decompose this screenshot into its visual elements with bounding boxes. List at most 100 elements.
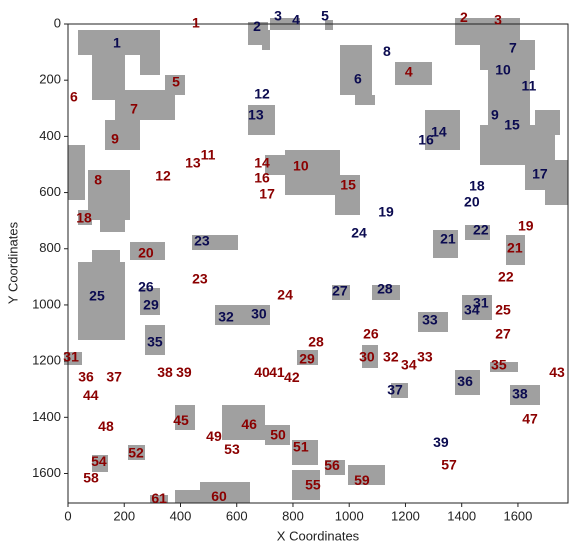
point-label: 25 [89,287,105,303]
point-label: 56 [324,457,340,473]
point-label: 27 [495,325,511,341]
point-label: 13 [185,155,201,171]
obstacles [64,18,568,503]
point-label: 17 [532,166,548,182]
point-label: 26 [363,325,379,341]
point-label: 15 [504,117,520,133]
point-label: 3 [494,12,502,28]
x-tick-label: 800 [282,508,304,523]
point-label: 30 [251,305,267,321]
point-label: 58 [83,469,99,485]
point-label: 38 [512,385,528,401]
point-label: 51 [293,438,309,454]
point-label: 5 [321,8,329,24]
x-tick-label: 1000 [335,508,364,523]
point-label: 27 [332,282,348,298]
point-label: 1 [192,15,200,31]
point-label: 54 [91,453,107,469]
x-tick-label: 0 [64,508,71,523]
point-label: 18 [469,178,485,194]
point-label: 29 [143,296,159,312]
x-tick-label: 1600 [503,508,532,523]
point-label: 16 [418,132,434,148]
point-label: 31 [473,295,489,311]
y-tick-label: 400 [39,128,61,143]
point-label: 35 [147,333,163,349]
point-label: 37 [106,368,122,384]
point-label: 11 [522,78,537,94]
point-label: 32 [383,348,399,364]
point-label: 39 [433,434,449,450]
point-label: 34 [401,356,417,372]
y-tick-label: 200 [39,72,61,87]
point-label: 40 [254,364,270,380]
point-label: 45 [173,412,189,428]
point-label: 14 [431,124,447,140]
point-label: 16 [254,170,270,186]
point-label: 61 [151,490,167,506]
y-tick-label: 1200 [32,353,61,368]
point-label: 49 [206,428,222,444]
point-label: 37 [387,381,403,397]
point-label: 57 [441,456,457,472]
point-label: 13 [248,107,264,123]
point-label: 24 [351,225,367,241]
point-label: 28 [308,333,324,349]
point-label: 7 [130,101,138,117]
point-label: 44 [83,387,99,403]
point-label: 24 [277,286,293,302]
point-label: 34 [464,301,480,317]
y-tick-label: 1600 [32,465,61,480]
x-tick-label: 1200 [391,508,420,523]
point-label: 17 [259,186,275,202]
point-label: 2 [460,9,468,25]
point-label: 22 [473,221,489,237]
x-tick-label: 400 [170,508,192,523]
point-label: 36 [78,368,94,384]
point-label: 36 [457,373,473,389]
point-label: 52 [128,444,144,460]
x-axis-label: X Coordinates [277,528,360,543]
y-tick-label: 800 [39,240,61,255]
point-label: 42 [284,369,300,385]
point-label: 14 [254,155,270,171]
point-label: 19 [518,218,534,234]
point-label: 38 [157,364,173,380]
point-label: 50 [270,426,286,442]
point-label: 41 [269,364,285,380]
point-label: 32 [218,308,234,324]
point-label: 47 [522,410,538,426]
point-label: 10 [495,62,511,78]
point-label: 20 [138,245,154,261]
point-label: 25 [495,301,511,317]
point-label: 21 [507,239,523,255]
point-label: 60 [211,488,227,504]
y-tick-label: 600 [39,184,61,199]
point-label: 21 [440,230,456,246]
point-label: 4 [405,64,413,80]
point-label: 8 [383,43,391,59]
point-label: 12 [254,85,270,101]
point-label: 6 [70,89,78,105]
point-label: 46 [241,416,257,432]
y-tick-label: 1000 [32,296,61,311]
x-tick-label: 1400 [447,508,476,523]
point-label: 23 [192,270,208,286]
point-label: 10 [293,157,309,173]
point-label: 19 [378,203,394,219]
plot-frame [67,23,569,504]
point-label: 31 [63,348,79,364]
point-label: 9 [111,130,119,146]
point-label: 59 [354,472,370,488]
point-label: 30 [359,348,375,364]
point-label: 7 [509,40,517,56]
point-label: 11 [201,146,216,162]
point-label: 39 [176,364,192,380]
point-label: 9 [491,107,499,123]
point-label: 33 [422,311,438,327]
point-label: 6 [354,71,362,87]
point-label: 23 [194,232,210,248]
point-label: 20 [464,193,480,209]
point-label: 22 [498,268,514,284]
